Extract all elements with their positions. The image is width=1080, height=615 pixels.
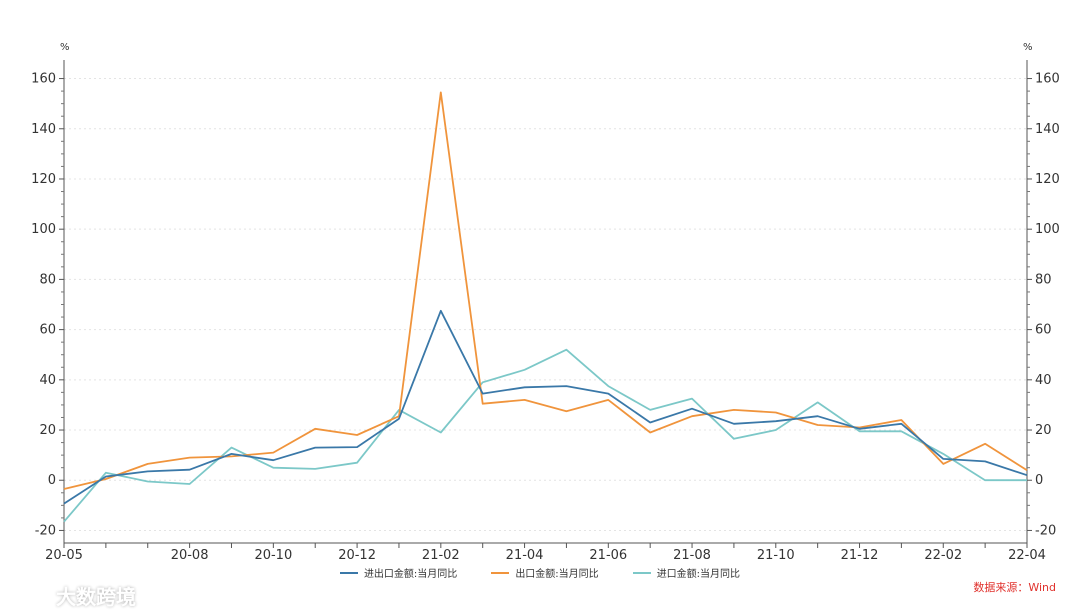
- right-tick-label: 120: [1035, 172, 1060, 187]
- left-tick-label: 80: [39, 272, 56, 287]
- legend-swatch: [491, 571, 510, 574]
- legend-swatch: [632, 571, 651, 574]
- source-note: 数据来源：Wind: [973, 581, 1056, 594]
- right-axis: -20 0 20 40 60 80 100 120 140 160: [1026, 60, 1060, 543]
- left-tick-label: 120: [31, 172, 56, 187]
- x-tick-label: 20-10: [254, 548, 292, 563]
- right-tick-label: 0: [1035, 473, 1043, 488]
- chart-canvas: -20 0 20 40 60 80 100 120 140 160 -20 0 20 40 60 80 100…: [31, 42, 1060, 563]
- watermark: 大数跨境: [8, 581, 136, 610]
- legend-swatch: [339, 571, 358, 574]
- right-tick-label: 40: [1035, 373, 1052, 388]
- series-lines: [63, 91, 1028, 523]
- right-tick-label: 80: [1035, 272, 1052, 287]
- right-tick-label: 140: [1035, 122, 1060, 137]
- x-tick-label: 21-12: [841, 548, 879, 563]
- right-tick-label: -20: [1035, 523, 1056, 538]
- left-tick-label: 20: [39, 423, 56, 438]
- left-tick-label: -20: [35, 523, 56, 538]
- legend-label: 进出口金额:当月同比: [363, 569, 458, 580]
- series-line-1: [63, 91, 1028, 490]
- x-tick-label: 21-06: [589, 548, 627, 563]
- x-tick-label: 21-02: [422, 548, 460, 563]
- x-tick-label: 21-10: [757, 548, 795, 563]
- x-tick-label: 20-05: [45, 548, 83, 563]
- left-tick-label: 140: [31, 122, 56, 137]
- series-line-0: [63, 309, 1028, 505]
- x-axis: 20-05 20-08 20-10 20-12 21-02 21-04 21-06 21-08…: [45, 542, 1046, 563]
- left-tick-label: 40: [39, 373, 56, 388]
- right-tick-label: 20: [1035, 423, 1052, 438]
- x-tick-label: 22-02: [924, 548, 962, 563]
- legend-item: 出口金额:当月同比: [491, 565, 599, 580]
- series-line-2: [63, 348, 1027, 523]
- watermark-logo-icon: [9, 588, 47, 603]
- legend-item: 进口金额:当月同比: [632, 565, 741, 580]
- x-tick-label: 22-04: [1008, 548, 1046, 563]
- legend-label: 进口金额:当月同比: [656, 569, 741, 580]
- right-tick-label: 100: [1035, 222, 1060, 237]
- x-tick-label: 20-08: [171, 548, 209, 563]
- left-tick-label: 60: [39, 323, 56, 338]
- right-tick-label: 60: [1035, 323, 1052, 338]
- right-unit-label: %: [1023, 42, 1033, 53]
- legend-item: 进出口金额:当月同比: [339, 565, 458, 580]
- legend-label: 出口金额:当月同比: [515, 569, 599, 580]
- x-tick-label: 21-04: [506, 548, 544, 563]
- left-tick-label: 0: [48, 473, 56, 488]
- left-tick-label: 160: [31, 72, 56, 87]
- x-tick-label: 21-08: [673, 548, 711, 563]
- legend: 进出口金额:当月同比 出口金额:当月同比 进口金额:当月同比: [0, 565, 1080, 580]
- gridlines: [64, 78, 1027, 531]
- watermark-text: 大数跨境: [56, 585, 136, 609]
- left-unit-label: %: [60, 42, 70, 53]
- x-tick-label: 20-12: [338, 548, 376, 563]
- left-tick-label: 100: [31, 222, 56, 237]
- left-axis: -20 0 20 40 60 80 100 120 140 160: [31, 60, 65, 543]
- right-tick-label: 160: [1035, 72, 1060, 87]
